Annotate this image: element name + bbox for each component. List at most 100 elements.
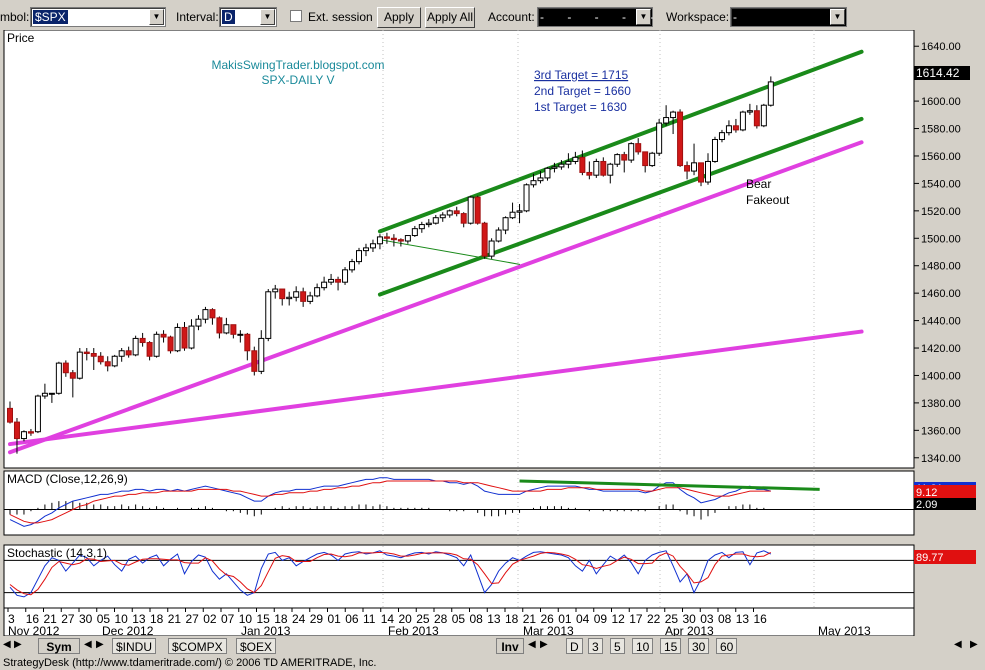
stoch-title: Stochastic (14,3,1)	[7, 546, 107, 560]
candle-body	[139, 337, 146, 344]
scroll-left-icon[interactable]: ◀	[528, 639, 536, 650]
interval-tab-30[interactable]: 30	[688, 638, 710, 654]
candle-body	[230, 324, 237, 335]
candle-body	[34, 395, 41, 433]
candle-body	[335, 278, 342, 283]
candle-body	[600, 160, 607, 176]
scroll-left-icon[interactable]: ◀	[84, 639, 92, 650]
candle-body	[174, 326, 181, 352]
x-tick-label: 21	[523, 612, 537, 626]
x-tick-label: 27	[61, 612, 75, 626]
symbol-tab-oex[interactable]: $OEX	[236, 638, 277, 654]
trendline	[377, 116, 864, 297]
candle-body	[523, 184, 530, 212]
scroll-left-icon[interactable]: ◀	[954, 639, 962, 650]
ext-session-checkbox[interactable]	[290, 10, 302, 22]
x-tick-label: 04	[576, 612, 590, 626]
x-tick-label: 01	[328, 612, 342, 626]
candle-body	[739, 111, 746, 131]
interval-tab-60[interactable]: 60	[716, 638, 738, 654]
candle-body	[753, 110, 760, 127]
candle-body	[48, 392, 55, 395]
y-tick-label: 1400.00	[921, 370, 961, 382]
x-tick-label: 08	[470, 612, 484, 626]
account-combo[interactable]: - - - - - ▼	[537, 7, 653, 27]
apply-all-button[interactable]: Apply All	[425, 7, 475, 28]
target-1: 1st Target = 1630	[534, 100, 627, 114]
interval-combo[interactable]: D ▼	[219, 7, 277, 27]
candle-body	[13, 421, 20, 440]
x-tick-label: 24	[292, 612, 306, 626]
candle-body	[446, 210, 453, 216]
candle-body	[307, 295, 314, 302]
x-tick-label: 09	[594, 612, 608, 626]
candle-body	[223, 324, 230, 334]
scroll-right-icon[interactable]: ▶	[14, 639, 22, 650]
chevron-down-icon[interactable]: ▼	[830, 9, 845, 25]
x-tick-label: 17	[629, 612, 643, 626]
y-axis: 1340.00 1360.00 1380.00 1400.00 1420.00 1440.…	[914, 41, 961, 465]
symbol-tab-compx[interactable]: $COMPX	[168, 638, 227, 654]
candle-body	[76, 351, 83, 379]
last-price-label: 1614.42	[916, 66, 960, 80]
candle-body	[411, 228, 418, 237]
candle-body	[83, 351, 90, 355]
annotation-fakeout: Fakeout	[746, 193, 790, 207]
x-month-label: Apr 2013	[665, 624, 714, 636]
workspace-value: -	[733, 10, 747, 24]
candle-body	[369, 243, 376, 249]
x-tick-label: 05	[97, 612, 111, 626]
interval-tab-15[interactable]: 15	[660, 638, 682, 654]
candle-body	[453, 210, 460, 215]
workspace-combo[interactable]: - ▼	[730, 7, 847, 27]
candle-body	[111, 355, 118, 367]
candle-body	[607, 163, 614, 176]
x-tick-label: 18	[274, 612, 288, 626]
candle-body	[362, 247, 369, 252]
price-panel	[3, 30, 915, 469]
symbol-tab-indu[interactable]: $INDU	[112, 638, 157, 654]
inv-tab[interactable]: Inv	[496, 638, 524, 654]
interval-tab-d[interactable]: D	[566, 638, 583, 654]
x-tick-label: 10	[239, 612, 253, 626]
candle-body	[418, 224, 425, 230]
x-month-label: Mar 2013	[523, 624, 574, 636]
candle-body	[621, 154, 628, 161]
chevron-down-icon[interactable]: ▼	[260, 9, 275, 25]
macd-lines	[4, 477, 914, 527]
candle-body	[572, 156, 579, 162]
annotation-bear: Bear	[746, 177, 771, 191]
y-tick-label: 1560.00	[921, 151, 961, 163]
chevron-down-icon[interactable]: ▼	[149, 9, 164, 25]
candle-body	[104, 361, 111, 367]
candle-body	[509, 211, 516, 219]
x-tick-label: 26	[541, 612, 555, 626]
scroll-right-icon[interactable]: ▶	[540, 639, 548, 650]
candle-body	[691, 162, 698, 172]
apply-button[interactable]: Apply	[377, 7, 421, 28]
candle-body	[488, 240, 495, 257]
candle-body	[718, 132, 725, 141]
x-month-label: May 2013	[818, 624, 871, 636]
candle-body	[195, 318, 202, 327]
candle-body	[579, 156, 586, 173]
y-tick-label: 1420.00	[921, 343, 961, 355]
candle-body	[20, 431, 27, 440]
sym-tab[interactable]: Sym	[38, 638, 80, 654]
trendline	[8, 140, 864, 455]
x-tick-label: 05	[452, 612, 466, 626]
x-month-label: Dec 2012	[102, 624, 154, 636]
scroll-right-icon[interactable]: ▶	[96, 639, 104, 650]
symbol-combo[interactable]: $SPX ▼	[30, 7, 166, 27]
macd-label-3: 2.09	[916, 499, 937, 511]
candle-body	[314, 287, 321, 297]
interval-tab-10[interactable]: 10	[632, 638, 654, 654]
scroll-right-icon[interactable]: ▶	[970, 639, 978, 650]
candle-body	[153, 333, 160, 357]
interval-tab-5[interactable]: 5	[610, 638, 625, 654]
interval-tab-3[interactable]: 3	[588, 638, 603, 654]
chevron-down-icon[interactable]: ▼	[636, 9, 651, 25]
stock-chart[interactable]: 1340.00 1360.00 1380.00 1400.00 1420.00 1440.…	[0, 30, 985, 636]
scroll-left-icon[interactable]: ◀	[3, 639, 11, 650]
candle-body	[125, 350, 132, 356]
